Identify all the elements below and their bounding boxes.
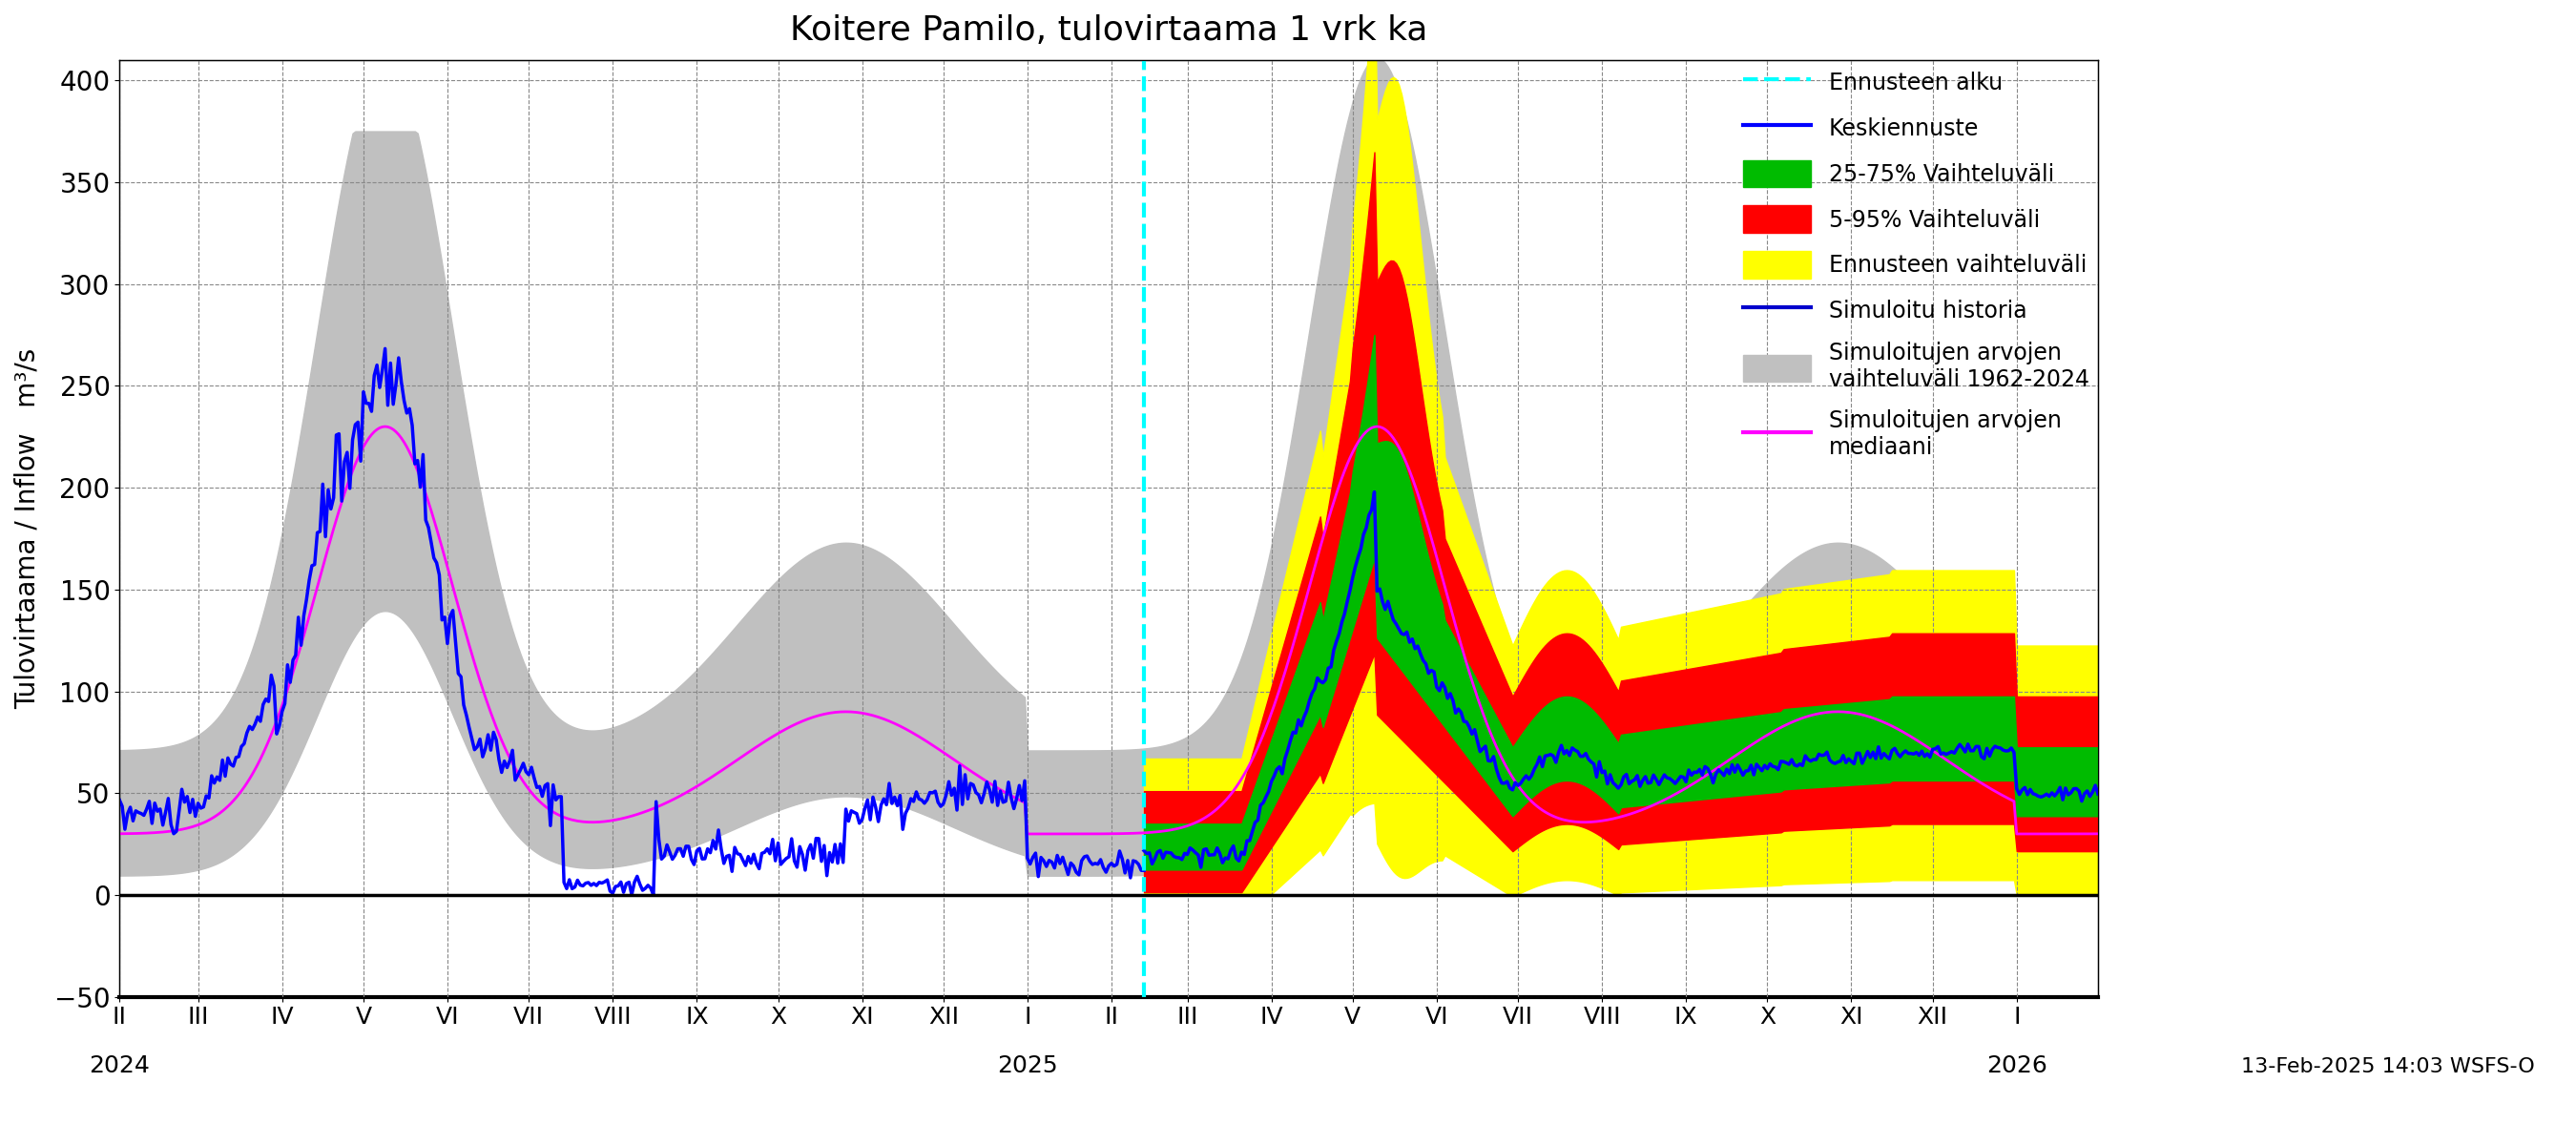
Title: Koitere Pamilo, tulovirtaama 1 vrk ka: Koitere Pamilo, tulovirtaama 1 vrk ka — [791, 14, 1427, 47]
Legend: Ennusteen alku, Keskiennuste, 25-75% Vaihteluväli, 5-95% Vaihteluväli, Ennusteen: Ennusteen alku, Keskiennuste, 25-75% Vai… — [1734, 60, 2097, 468]
Text: 2024: 2024 — [90, 1053, 149, 1076]
Text: 13-Feb-2025 14:03 WSFS-O: 13-Feb-2025 14:03 WSFS-O — [2241, 1057, 2535, 1076]
Text: 2026: 2026 — [1986, 1053, 2048, 1076]
Text: 2025: 2025 — [997, 1053, 1059, 1076]
Y-axis label: Tulovirtaama / Inflow   m³/s: Tulovirtaama / Inflow m³/s — [15, 348, 41, 709]
